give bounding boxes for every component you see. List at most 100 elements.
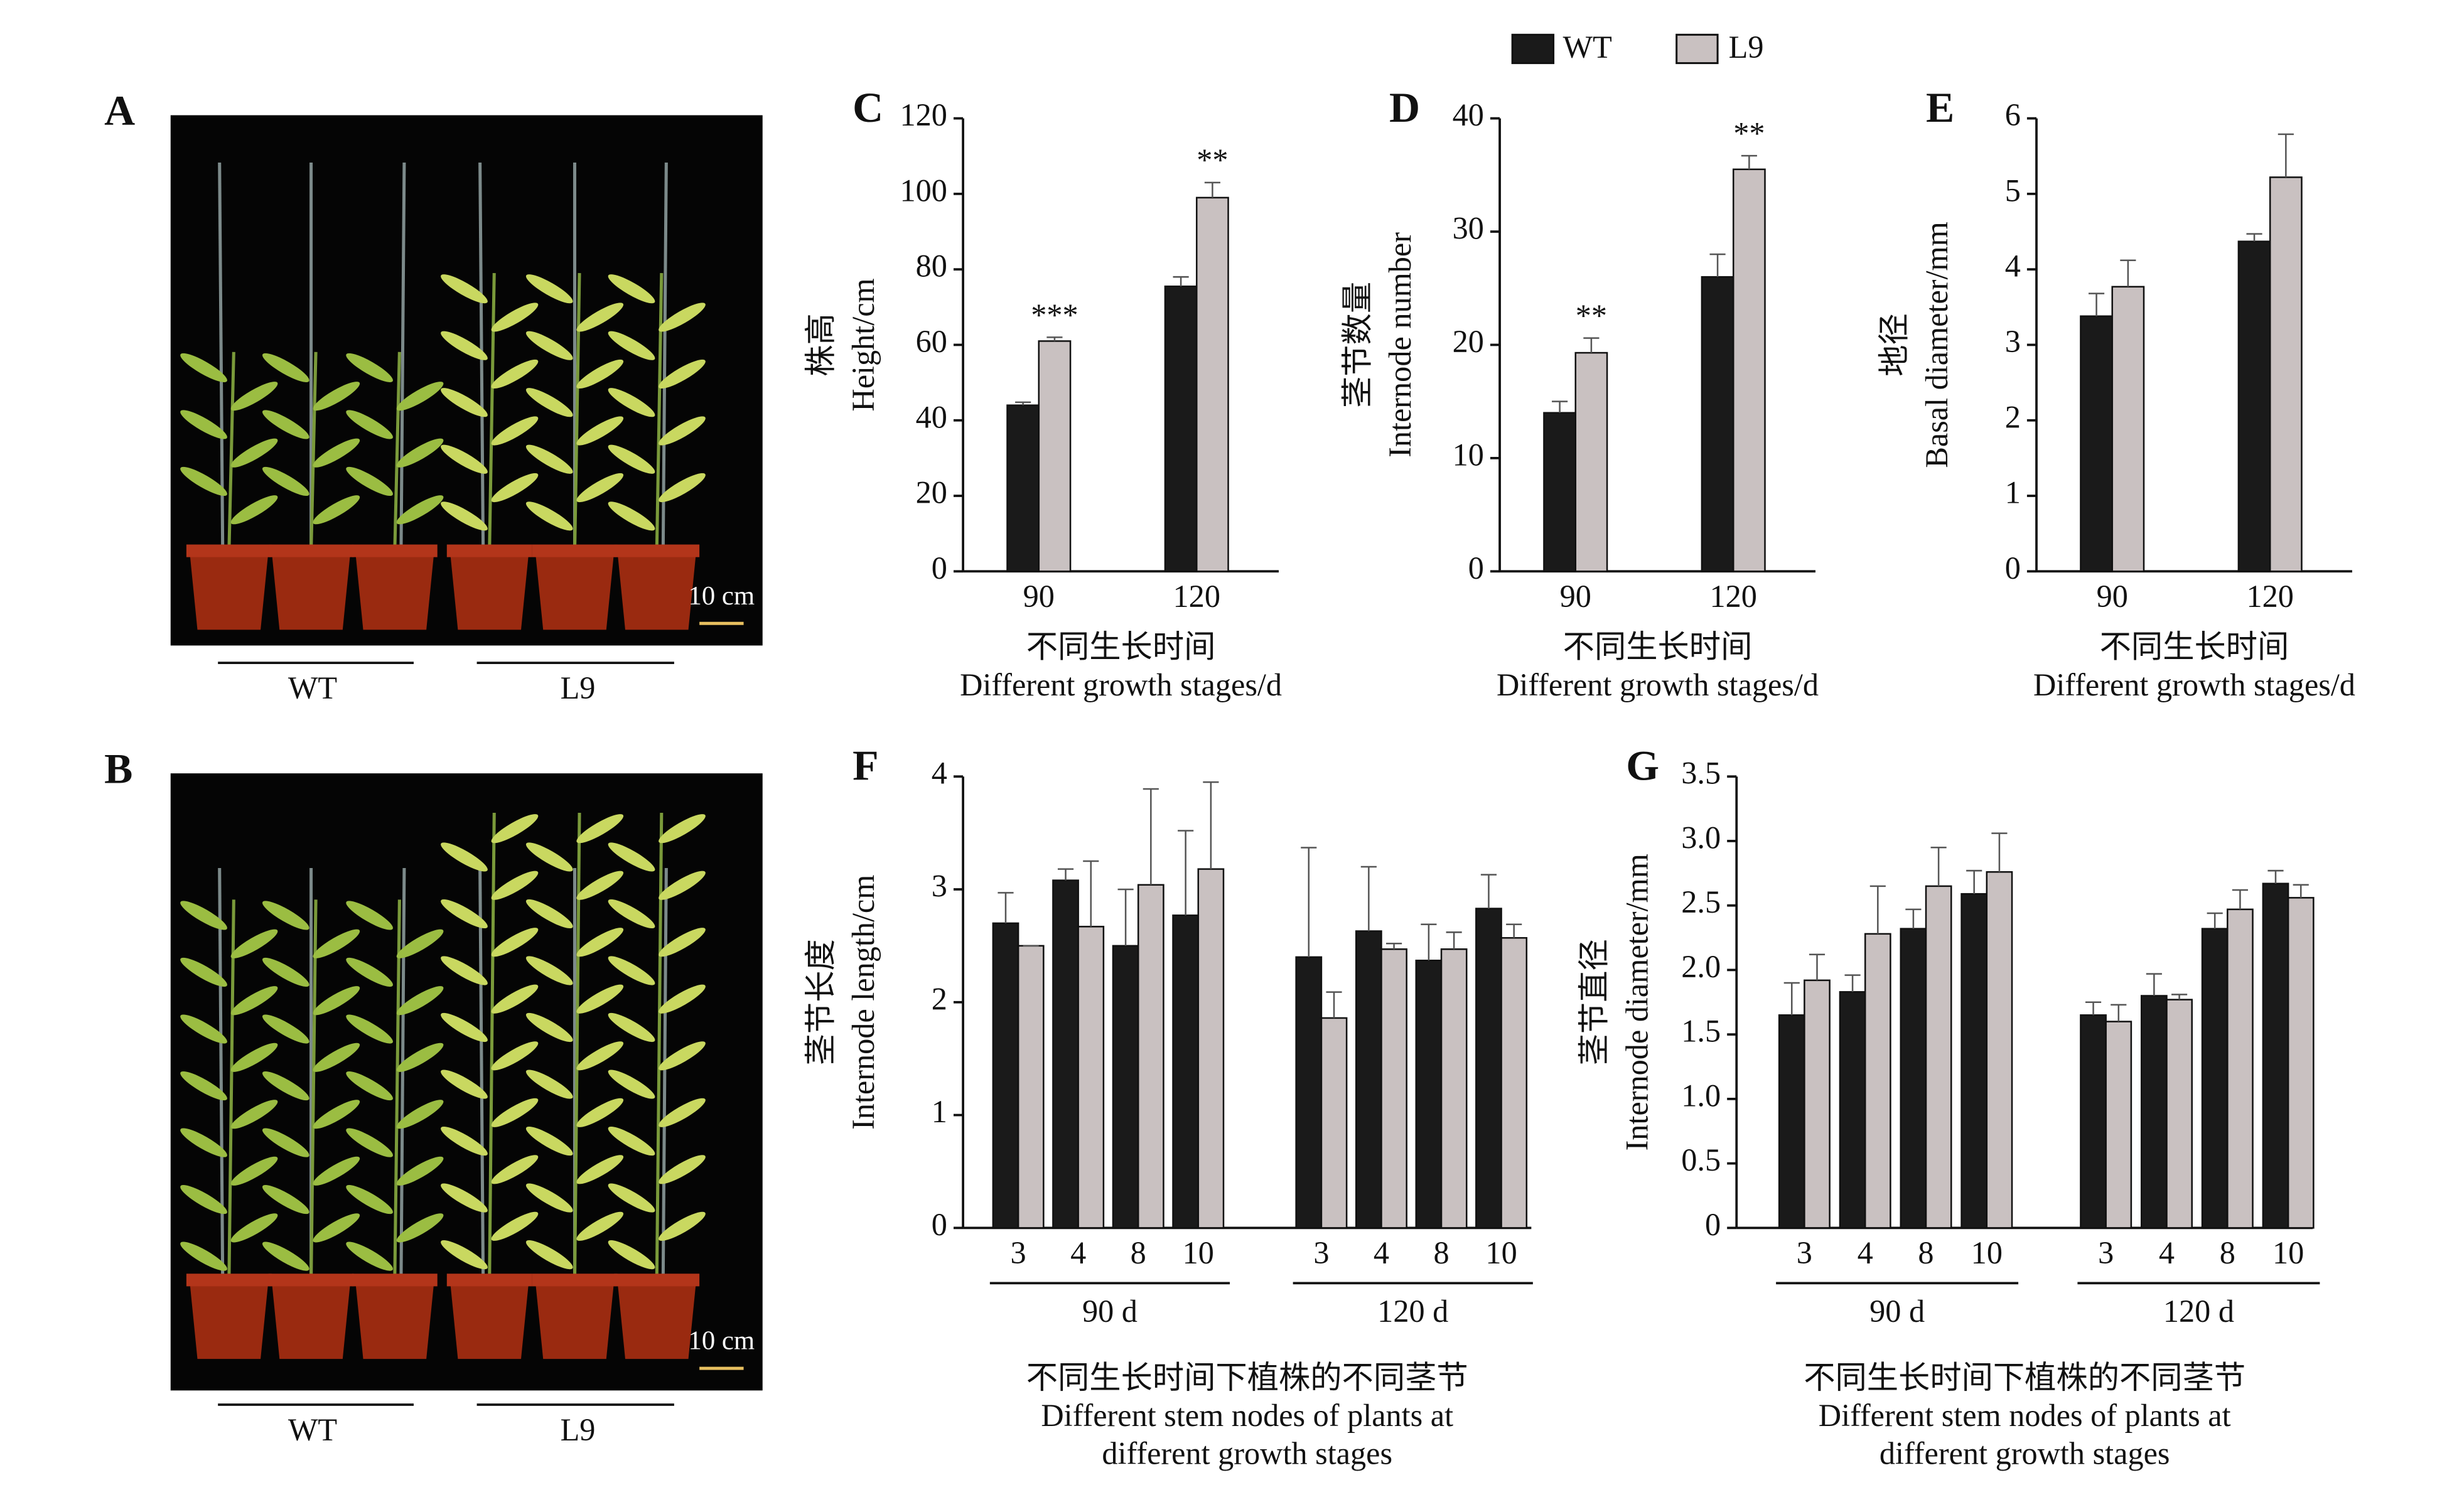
- leaf: [441, 842, 488, 872]
- leaf: [180, 410, 227, 439]
- y-tick-label: 60: [916, 324, 947, 359]
- leaf: [396, 1100, 444, 1129]
- leaf: [313, 1043, 360, 1072]
- leaf: [659, 1155, 706, 1184]
- bar: [2201, 928, 2229, 1229]
- legend-label: L9: [1729, 29, 1764, 65]
- stick: [399, 162, 406, 551]
- bar: [1415, 959, 1443, 1229]
- stem: [309, 351, 318, 551]
- y-axis-label: Basal diameter/mm: [1919, 222, 1954, 468]
- bar: [1006, 404, 1040, 572]
- x-axis-label: Different stem nodes of plants at: [1041, 1398, 1453, 1433]
- x-tick-label: 10: [2272, 1235, 2304, 1270]
- leaf: [396, 929, 444, 958]
- leaf: [525, 1240, 573, 1270]
- x-tick-label: 90: [2097, 579, 2128, 614]
- leaf: [441, 1183, 488, 1213]
- group-label: 90 d: [1082, 1294, 1137, 1329]
- pot: [535, 550, 615, 630]
- leaf: [491, 359, 539, 389]
- stem: [655, 813, 664, 1280]
- scale-label: 10 cm: [689, 581, 755, 611]
- leaf: [262, 1128, 309, 1157]
- pot: [189, 550, 269, 630]
- leaf: [441, 331, 488, 360]
- leaf: [396, 1213, 444, 1243]
- bar: [2237, 240, 2271, 572]
- group-label: L9: [561, 670, 596, 705]
- bar: [1355, 930, 1382, 1229]
- leaf: [525, 331, 573, 360]
- leaf: [262, 1241, 309, 1271]
- leaf: [396, 382, 444, 411]
- pot: [355, 550, 434, 630]
- leaf: [180, 901, 227, 930]
- bar: [1052, 879, 1079, 1229]
- bar: [1804, 979, 1831, 1229]
- x-tick-label: 120: [2246, 579, 2293, 614]
- y-tick-label: 6: [2005, 97, 2021, 132]
- leaf: [491, 984, 539, 1014]
- leaf: [659, 416, 706, 446]
- bar: [992, 922, 1019, 1229]
- bar: [1732, 168, 1766, 572]
- bar: [2287, 897, 2315, 1229]
- y-tick-label: 2.5: [1681, 884, 1721, 920]
- y-tick-label: 1.5: [1681, 1014, 1721, 1049]
- significance-label: ***: [1031, 298, 1078, 333]
- leaf: [346, 410, 393, 439]
- y-tick-label: 3: [2005, 324, 2021, 359]
- significance-label: **: [1576, 298, 1607, 333]
- bar: [1925, 885, 1952, 1229]
- leaf: [491, 1098, 539, 1127]
- x-tick-label: 4: [1858, 1235, 1873, 1270]
- pot-rim: [614, 544, 700, 557]
- bar: [1864, 933, 1891, 1229]
- leaf: [525, 388, 573, 417]
- y-axis-label: 株高: [803, 313, 838, 377]
- x-axis-label: 不同生长时间: [2100, 630, 2289, 665]
- leaf: [525, 842, 573, 872]
- y-tick-label: 1.0: [1681, 1078, 1721, 1113]
- leaf: [346, 1185, 393, 1214]
- x-tick-label: 90: [1023, 579, 1055, 614]
- leaf: [441, 1070, 488, 1099]
- leaf: [262, 1071, 309, 1101]
- leaf: [576, 416, 624, 446]
- y-tick-label: 2: [932, 981, 947, 1016]
- pot: [189, 1280, 269, 1359]
- leaf: [659, 984, 706, 1014]
- x-tick-label: 3: [2098, 1235, 2114, 1270]
- leaf: [313, 382, 360, 411]
- y-tick-label: 1: [2005, 475, 2021, 510]
- leaf: [180, 466, 227, 496]
- leaf: [608, 331, 655, 360]
- bar: [1172, 914, 1200, 1229]
- leaf: [441, 956, 488, 985]
- leaf: [180, 1014, 227, 1044]
- stem: [227, 899, 235, 1280]
- group-label: 90 d: [1869, 1294, 1925, 1329]
- leaf: [396, 495, 444, 525]
- leaf: [608, 899, 655, 929]
- leaf: [346, 353, 393, 382]
- x-axis-label: 不同生长时间下植株的不同茎节: [1026, 1360, 1468, 1395]
- leaf: [659, 1041, 706, 1071]
- leaf: [491, 303, 539, 332]
- stick: [661, 162, 668, 551]
- bar: [2105, 1021, 2132, 1229]
- y-tick-label: 10: [1453, 437, 1484, 472]
- leaf: [346, 1128, 393, 1157]
- leaf: [576, 1098, 624, 1127]
- leaf: [346, 1071, 393, 1101]
- x-axis-label: Different growth stages/d: [960, 667, 1282, 702]
- leaf: [491, 416, 539, 446]
- y-tick-label: 120: [900, 97, 947, 132]
- leaf: [525, 501, 573, 531]
- leaf: [659, 871, 706, 900]
- y-tick-label: 0: [932, 1207, 947, 1242]
- leaf: [608, 1070, 655, 1099]
- y-tick-label: 4: [2005, 249, 2021, 284]
- leaf: [608, 444, 655, 474]
